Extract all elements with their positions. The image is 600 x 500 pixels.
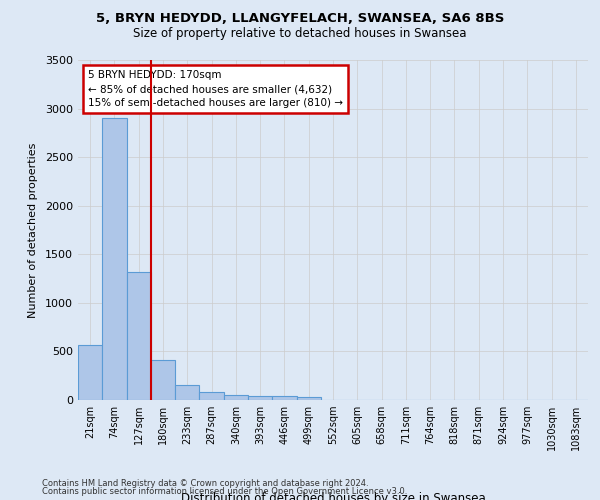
Bar bbox=[272, 396, 296, 400]
Bar bbox=[224, 394, 248, 400]
Bar bbox=[78, 344, 102, 400]
Text: 5, BRYN HEDYDD, LLANGYFELACH, SWANSEA, SA6 8BS: 5, BRYN HEDYDD, LLANGYFELACH, SWANSEA, S… bbox=[96, 12, 504, 26]
Bar bbox=[199, 392, 224, 400]
Bar bbox=[127, 272, 151, 400]
X-axis label: Distribution of detached houses by size in Swansea: Distribution of detached houses by size … bbox=[181, 492, 485, 500]
Y-axis label: Number of detached properties: Number of detached properties bbox=[28, 142, 38, 318]
Bar bbox=[102, 118, 127, 400]
Bar bbox=[175, 385, 199, 400]
Text: Contains HM Land Registry data © Crown copyright and database right 2024.: Contains HM Land Registry data © Crown c… bbox=[42, 478, 368, 488]
Text: Contains public sector information licensed under the Open Government Licence v3: Contains public sector information licen… bbox=[42, 488, 407, 496]
Bar bbox=[296, 397, 321, 400]
Text: 5 BRYN HEDYDD: 170sqm
← 85% of detached houses are smaller (4,632)
15% of semi-d: 5 BRYN HEDYDD: 170sqm ← 85% of detached … bbox=[88, 70, 343, 108]
Text: Size of property relative to detached houses in Swansea: Size of property relative to detached ho… bbox=[133, 28, 467, 40]
Bar bbox=[151, 360, 175, 400]
Bar bbox=[248, 396, 272, 400]
